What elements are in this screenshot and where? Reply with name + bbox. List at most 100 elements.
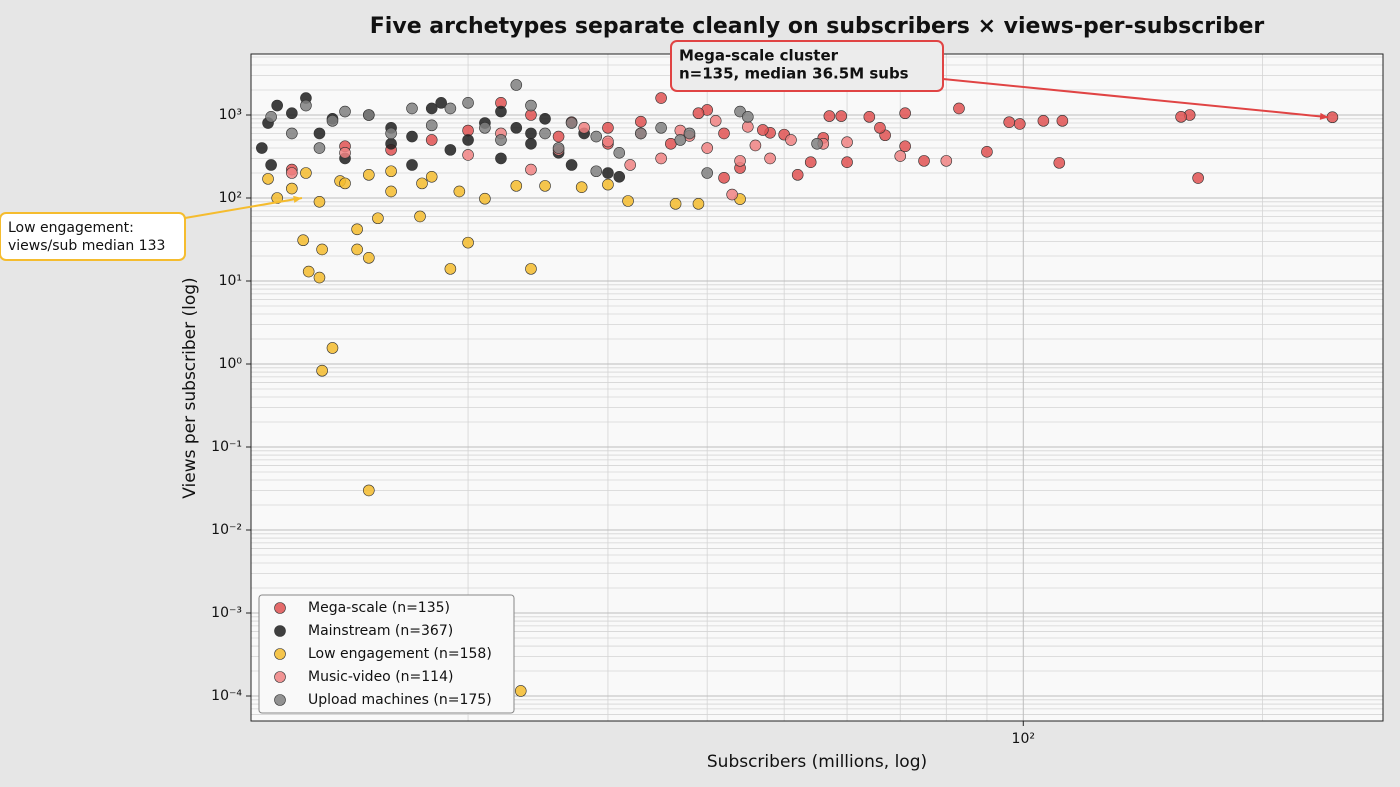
point: [286, 127, 298, 140]
point: [326, 342, 339, 354]
point: [462, 149, 474, 161]
point: [590, 165, 603, 178]
point: [835, 110, 848, 122]
annotation-text: Mega-scale cluster: [679, 47, 839, 65]
legend-swatch: [274, 602, 286, 614]
y-tick-label: 10⁻²: [211, 522, 242, 538]
point: [256, 142, 268, 154]
point: [351, 223, 363, 236]
annotation-box: [0, 212, 186, 261]
marks: [256, 79, 1339, 697]
point: [953, 102, 965, 115]
point: [692, 198, 705, 210]
point: [363, 169, 375, 181]
point: [1037, 115, 1050, 127]
point: [385, 127, 397, 140]
point: [734, 155, 746, 167]
point: [414, 210, 426, 223]
point: [510, 122, 523, 134]
point: [313, 271, 326, 284]
legend-label: Low engagement (n=158): [308, 646, 492, 662]
point: [655, 152, 667, 165]
point: [302, 265, 315, 278]
point: [525, 163, 537, 176]
point: [742, 111, 754, 123]
annotation-box: [670, 40, 944, 92]
point: [313, 142, 326, 154]
point: [602, 135, 614, 148]
point: [406, 102, 418, 115]
point: [841, 136, 853, 149]
point: [462, 97, 474, 109]
point: [316, 364, 328, 377]
point: [622, 195, 634, 207]
point: [363, 109, 375, 121]
point: [265, 159, 277, 171]
point: [1003, 116, 1015, 128]
point: [841, 156, 853, 168]
point: [425, 134, 438, 146]
point: [669, 198, 682, 210]
point: [613, 147, 626, 159]
point: [655, 122, 667, 134]
point: [525, 263, 537, 275]
point: [525, 137, 537, 150]
point: [444, 102, 457, 115]
y-tick-label: 10⁻³: [211, 605, 242, 621]
point: [981, 146, 993, 158]
point: [510, 79, 523, 91]
point: [590, 130, 603, 143]
point: [339, 147, 351, 159]
point: [726, 188, 738, 201]
x-tick-label: 10²: [1012, 731, 1035, 747]
point: [406, 159, 418, 171]
point: [1175, 111, 1187, 123]
point: [674, 134, 687, 146]
point: [525, 99, 537, 112]
legend-label: Music-video (n=114): [308, 669, 453, 685]
point: [1053, 157, 1066, 169]
y-tick-label: 10¹: [219, 273, 242, 289]
point: [300, 99, 312, 112]
y-tick-label: 10²: [219, 190, 242, 206]
point: [262, 173, 274, 185]
point: [874, 122, 886, 134]
y-tick-label: 10⁻⁴: [211, 688, 242, 704]
point: [425, 171, 438, 183]
point: [578, 122, 590, 134]
arrow-head: [293, 195, 302, 203]
point: [406, 130, 418, 143]
point: [602, 178, 614, 191]
point: [709, 115, 722, 127]
point: [918, 155, 930, 167]
point: [425, 119, 438, 132]
point: [1326, 111, 1339, 124]
point: [385, 185, 397, 198]
point: [297, 234, 309, 247]
point: [635, 115, 647, 128]
point: [385, 137, 397, 150]
point: [823, 110, 836, 122]
point: [602, 122, 614, 134]
legend-label: Upload machines (n=175): [308, 692, 492, 708]
point: [701, 167, 713, 179]
point: [495, 134, 507, 146]
point: [764, 152, 776, 165]
point: [425, 102, 438, 115]
point: [351, 243, 363, 256]
point: [575, 181, 588, 193]
annotation-arrow: [184, 197, 303, 219]
legend-box: [258, 594, 515, 714]
point: [552, 142, 565, 154]
point: [701, 142, 713, 154]
point: [444, 144, 457, 156]
overlay: 10² 10⁻⁴ 10⁻³ 10⁻² 10⁻¹ 10⁰ 10¹ 10² 10³ Mega-scal…: [0, 40, 1329, 747]
legend-label: Mainstream (n=367): [308, 623, 453, 639]
point: [271, 99, 283, 112]
point: [742, 121, 754, 133]
point: [265, 111, 277, 123]
point: [514, 685, 527, 697]
point: [539, 127, 551, 140]
point: [863, 111, 876, 123]
